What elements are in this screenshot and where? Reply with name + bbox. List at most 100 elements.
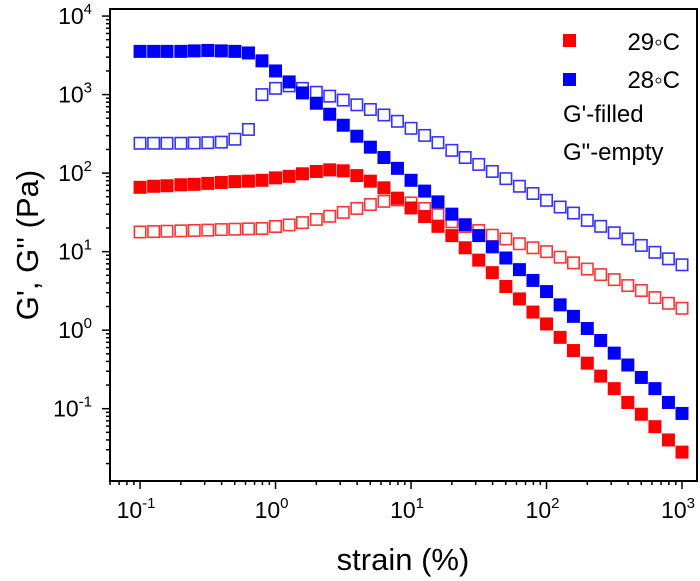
data-point — [350, 169, 364, 183]
data-point — [187, 223, 201, 237]
data-point — [499, 172, 513, 186]
data-point — [309, 96, 323, 110]
data-point — [526, 273, 540, 287]
data-point — [675, 301, 689, 315]
data-point — [553, 298, 567, 312]
data-point — [485, 164, 499, 178]
data-point — [174, 224, 188, 238]
data-point — [607, 273, 621, 287]
data-point — [661, 252, 675, 266]
data-point — [431, 195, 445, 209]
data-point — [255, 222, 269, 236]
x-axis-ticks: 10-1 100 101 102 103 — [109, 481, 695, 523]
data-point — [540, 193, 554, 207]
data-point — [160, 179, 174, 193]
data-point — [309, 164, 323, 178]
data-point — [472, 253, 486, 267]
data-point — [526, 241, 540, 255]
data-point — [336, 118, 350, 132]
x-tick-label: 101 — [390, 495, 424, 523]
data-point — [580, 262, 594, 276]
x-axis-label: strain (%) — [337, 542, 470, 577]
data-point — [418, 184, 432, 198]
data-point — [553, 330, 567, 344]
y-tick-label: 103 — [58, 80, 92, 108]
data-point — [634, 407, 648, 421]
data-point — [512, 237, 526, 251]
data-point — [187, 136, 201, 150]
data-point — [485, 266, 499, 280]
data-point — [147, 179, 161, 193]
data-point — [187, 44, 201, 58]
data-point — [201, 43, 215, 57]
data-point — [485, 228, 499, 242]
data-point — [540, 317, 554, 331]
y-tick-label: 100 — [58, 315, 92, 343]
data-point — [512, 292, 526, 306]
data-point — [214, 175, 228, 189]
data-point — [160, 44, 174, 58]
data-point — [594, 333, 608, 347]
data-point — [255, 173, 269, 187]
data-point — [241, 122, 255, 136]
data-point — [675, 445, 689, 459]
data-point — [540, 245, 554, 259]
y-tick-label: 10-1 — [53, 394, 92, 422]
data-point — [445, 229, 459, 243]
data-point — [431, 219, 445, 233]
data-point — [661, 433, 675, 447]
data-point — [458, 218, 472, 232]
data-point — [594, 219, 608, 233]
legend-label-28c: 28◦C — [627, 67, 680, 94]
data-point — [255, 88, 269, 102]
data-point — [323, 107, 337, 121]
data-point — [269, 171, 283, 185]
data-point — [323, 209, 337, 223]
data-point — [133, 136, 147, 150]
data-point — [174, 44, 188, 58]
y-axis-label: G', G'' (Pa) — [10, 170, 45, 320]
data-point — [621, 395, 635, 409]
data-point — [621, 232, 635, 246]
data-point — [404, 201, 418, 215]
data-point — [580, 322, 594, 336]
data-point — [147, 136, 161, 150]
data-point — [377, 108, 391, 122]
x-tick-label: 102 — [526, 495, 560, 523]
data-point — [295, 86, 309, 100]
data-point — [648, 245, 662, 259]
data-point — [634, 283, 648, 297]
legend-marker-28c — [563, 73, 576, 86]
data-point — [363, 140, 377, 154]
data-point — [418, 128, 432, 142]
data-point — [445, 143, 459, 157]
data-point — [540, 285, 554, 299]
data-point — [418, 210, 432, 224]
data-point — [512, 179, 526, 193]
data-point — [661, 296, 675, 310]
data-point — [526, 187, 540, 201]
data-point — [431, 208, 445, 222]
data-point — [363, 174, 377, 188]
data-point — [566, 206, 580, 220]
data-point — [390, 191, 404, 205]
data-point — [269, 81, 283, 95]
data-point — [282, 218, 296, 232]
data-point — [228, 132, 242, 146]
data-point — [499, 279, 513, 293]
y-tick-label: 101 — [58, 237, 92, 265]
data-point — [472, 157, 486, 171]
data-point — [282, 169, 296, 183]
data-point — [255, 54, 269, 68]
data-point — [458, 241, 472, 255]
legend-note-filled: G'-filled — [563, 101, 644, 128]
series-29C-loss-modulus — [133, 193, 689, 315]
data-point — [404, 121, 418, 135]
data-point — [228, 222, 242, 236]
data-point — [201, 176, 215, 190]
data-marks — [133, 43, 689, 459]
data-point — [174, 178, 188, 192]
y-tick-label: 104 — [58, 1, 92, 29]
data-point — [309, 212, 323, 226]
data-point — [214, 223, 228, 237]
